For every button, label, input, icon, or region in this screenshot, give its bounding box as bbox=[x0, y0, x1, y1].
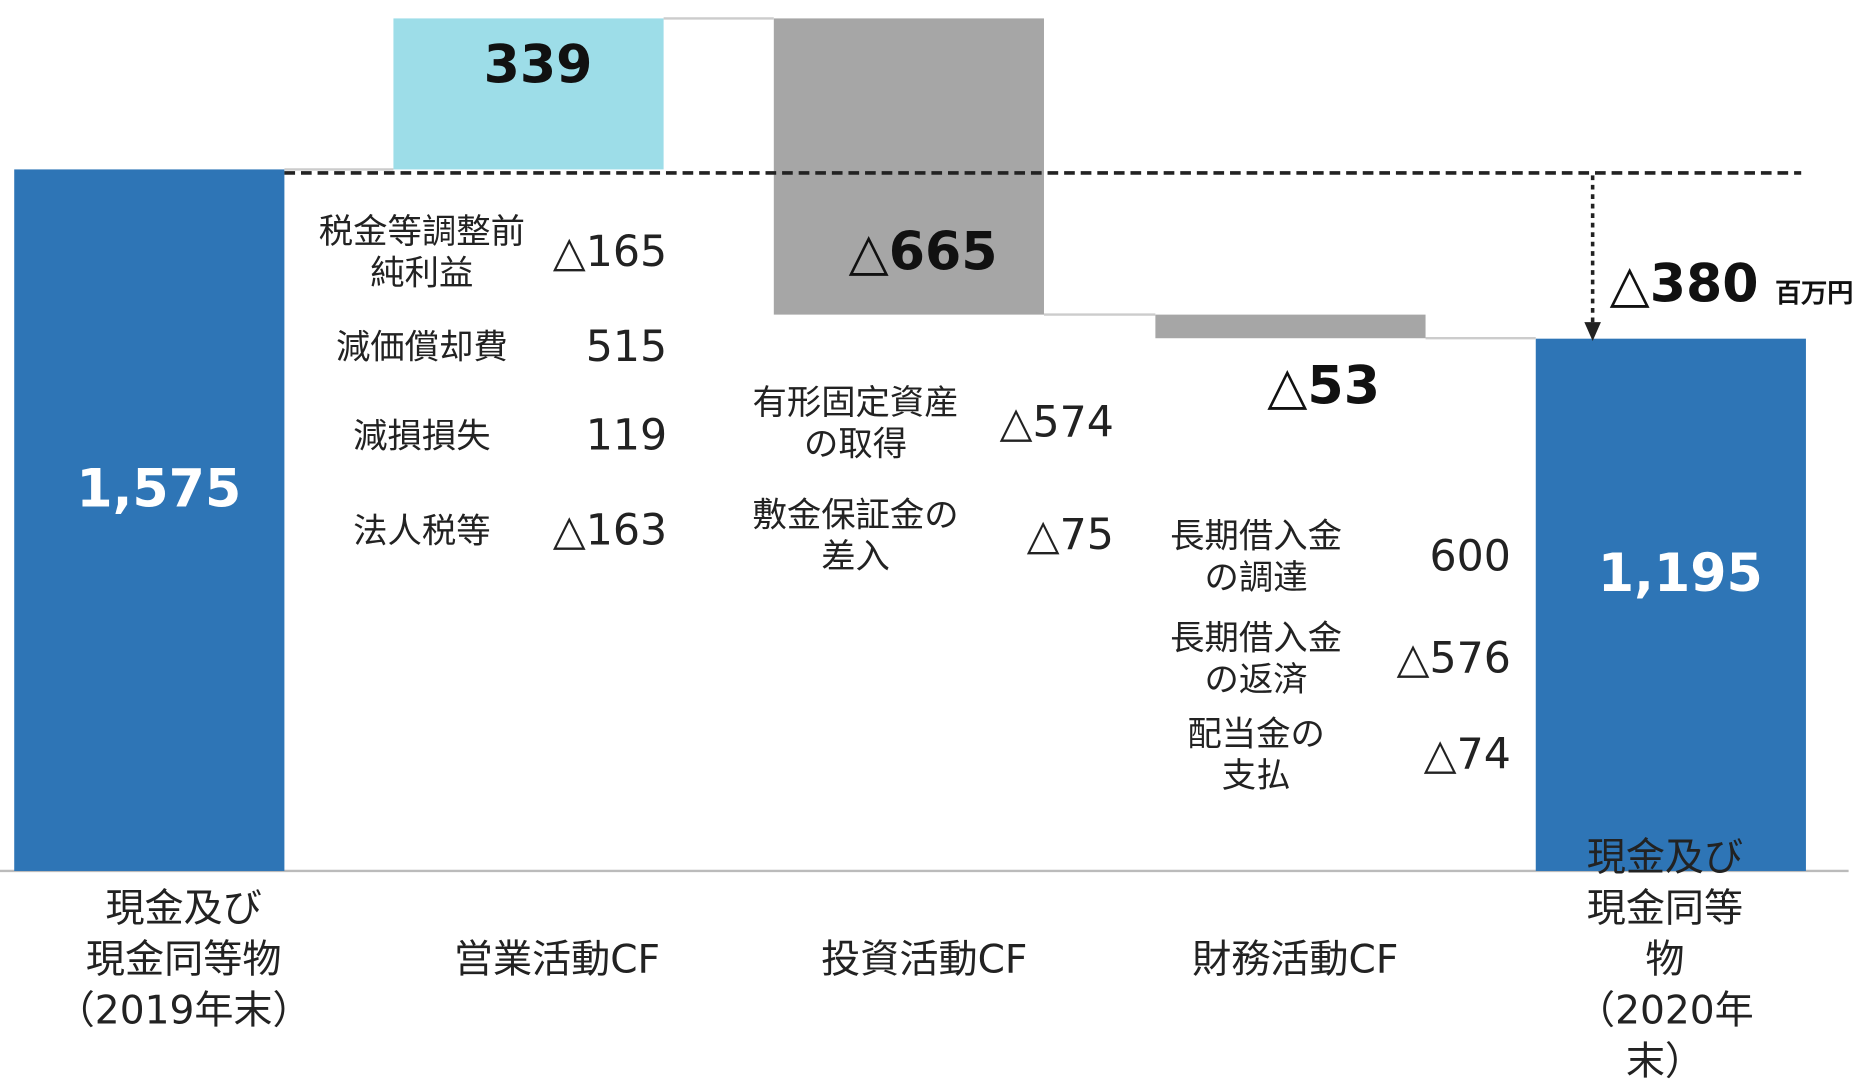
detail-label: 税金等調整前 純利益 bbox=[318, 211, 525, 293]
bar bbox=[1535, 338, 1806, 871]
bar bbox=[14, 169, 285, 871]
value-label: 1,195 bbox=[1597, 543, 1763, 605]
value-label: 339 bbox=[483, 34, 593, 95]
detail-value: 515 bbox=[585, 322, 668, 372]
x-tick-label: 現金及び 現金同等物 （2019年末） bbox=[55, 884, 312, 1033]
page: 1,575 現金及び 現金同等物 （2019年末） 339 営業活動CF △665 投資活… bbox=[0, 17, 1854, 1084]
detail-value: △574 bbox=[999, 398, 1114, 448]
arrow-head bbox=[1584, 322, 1601, 342]
value-label: △665 bbox=[848, 221, 998, 283]
detail-value: △75 bbox=[1026, 511, 1114, 560]
bar bbox=[393, 18, 664, 170]
x-tick-label: 財務活動CF bbox=[1192, 935, 1399, 982]
detail-value: △163 bbox=[552, 506, 668, 556]
chart-canvas bbox=[0, 17, 1849, 873]
change-unit: 百万円 bbox=[1775, 279, 1854, 310]
detail-value: △576 bbox=[1396, 634, 1511, 684]
detail-label: 配当金の 支払 bbox=[1187, 713, 1325, 796]
detail-value: △165 bbox=[552, 228, 668, 277]
chart: 1,575 現金及び 現金同等物 （2019年末） 339 営業活動CF △665 投資活… bbox=[0, 17, 1854, 1083]
detail-label: 減価償却費 bbox=[335, 326, 508, 367]
x-tick-label: 投資活動CF bbox=[821, 935, 1028, 982]
detail-value: 600 bbox=[1429, 532, 1511, 582]
bar bbox=[773, 18, 1044, 315]
detail-value: 119 bbox=[585, 411, 668, 461]
value-label: △53 bbox=[1267, 356, 1380, 418]
bar bbox=[1155, 314, 1426, 339]
value-label: 1,575 bbox=[76, 459, 242, 520]
detail-label: 有形固定資産 の取得 bbox=[752, 381, 959, 464]
x-tick-label: 営業活動CF bbox=[453, 935, 661, 982]
detail-label: 法人税等 bbox=[353, 510, 491, 551]
detail-label: 長期借入金 の調達 bbox=[1170, 515, 1343, 598]
detail-value: △74 bbox=[1423, 730, 1511, 780]
change-label: △380 bbox=[1609, 254, 1759, 315]
detail-label: 減損損失 bbox=[353, 415, 491, 456]
x-tick-label: 現金及び 現金同等物 （2020年末） bbox=[1576, 833, 1754, 1084]
detail-label: 長期借入金 の返済 bbox=[1170, 617, 1343, 700]
detail-label: 敷金保証金の 差入 bbox=[752, 494, 959, 576]
